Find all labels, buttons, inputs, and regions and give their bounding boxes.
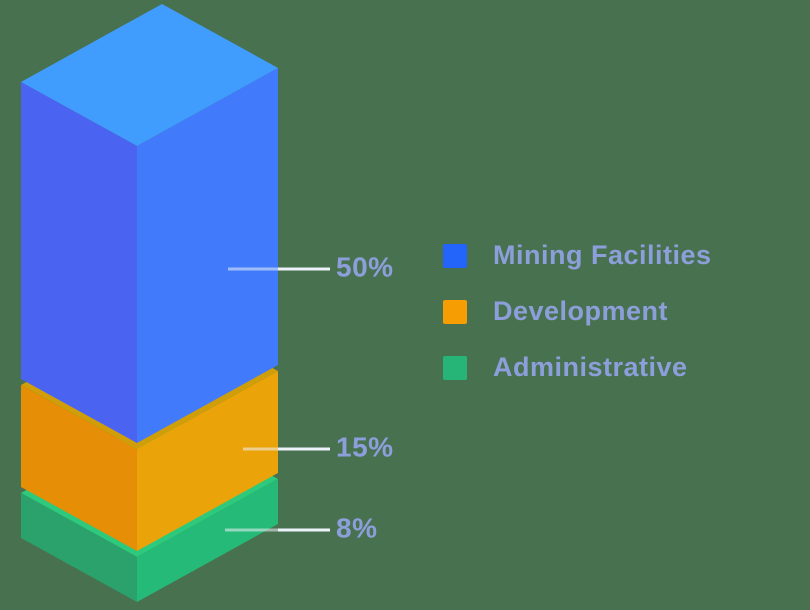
legend-item-mining-facilities: Mining Facilities	[443, 240, 712, 271]
legend-swatch-orange	[443, 299, 467, 324]
legend-swatch-green	[443, 355, 467, 380]
value-label-administrative: 8%	[336, 512, 378, 544]
value-label-mining-facilities: 50%	[336, 251, 394, 283]
legend-swatch-blue	[443, 243, 467, 268]
legend-item-administrative: Administrative	[443, 352, 688, 383]
value-label-development: 15%	[336, 431, 394, 463]
legend-label: Development	[493, 296, 669, 326]
bar-segment-mining-facilities	[21, 4, 278, 443]
legend-item-development: Development	[443, 296, 668, 327]
legend-label: Mining Facilities	[493, 240, 712, 270]
legend-label: Administrative	[493, 352, 688, 382]
